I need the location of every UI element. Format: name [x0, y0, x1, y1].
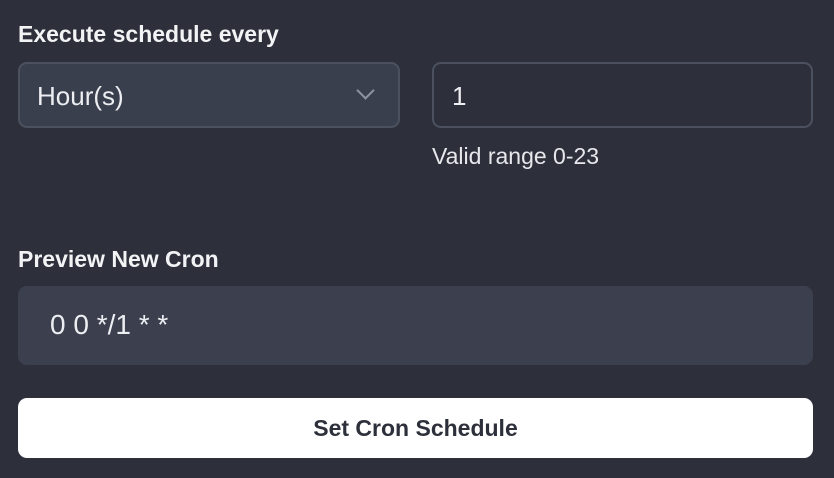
set-cron-schedule-button[interactable]: Set Cron Schedule	[18, 398, 813, 458]
unit-select-value: Hour(s)	[37, 81, 124, 111]
interval-label: Execute schedule every	[18, 21, 279, 47]
interval-input[interactable]: 1	[432, 62, 813, 128]
preview-label: Preview New Cron	[18, 246, 219, 272]
cron-preview-value: 0 0 */1 * *	[50, 309, 169, 340]
interval-input-value: 1	[452, 81, 467, 111]
cron-preview: 0 0 */1 * *	[18, 286, 813, 365]
unit-select[interactable]: Hour(s)	[18, 62, 400, 128]
interval-hint: Valid range 0-23	[432, 143, 600, 169]
chevron-down-icon	[356, 81, 375, 100]
